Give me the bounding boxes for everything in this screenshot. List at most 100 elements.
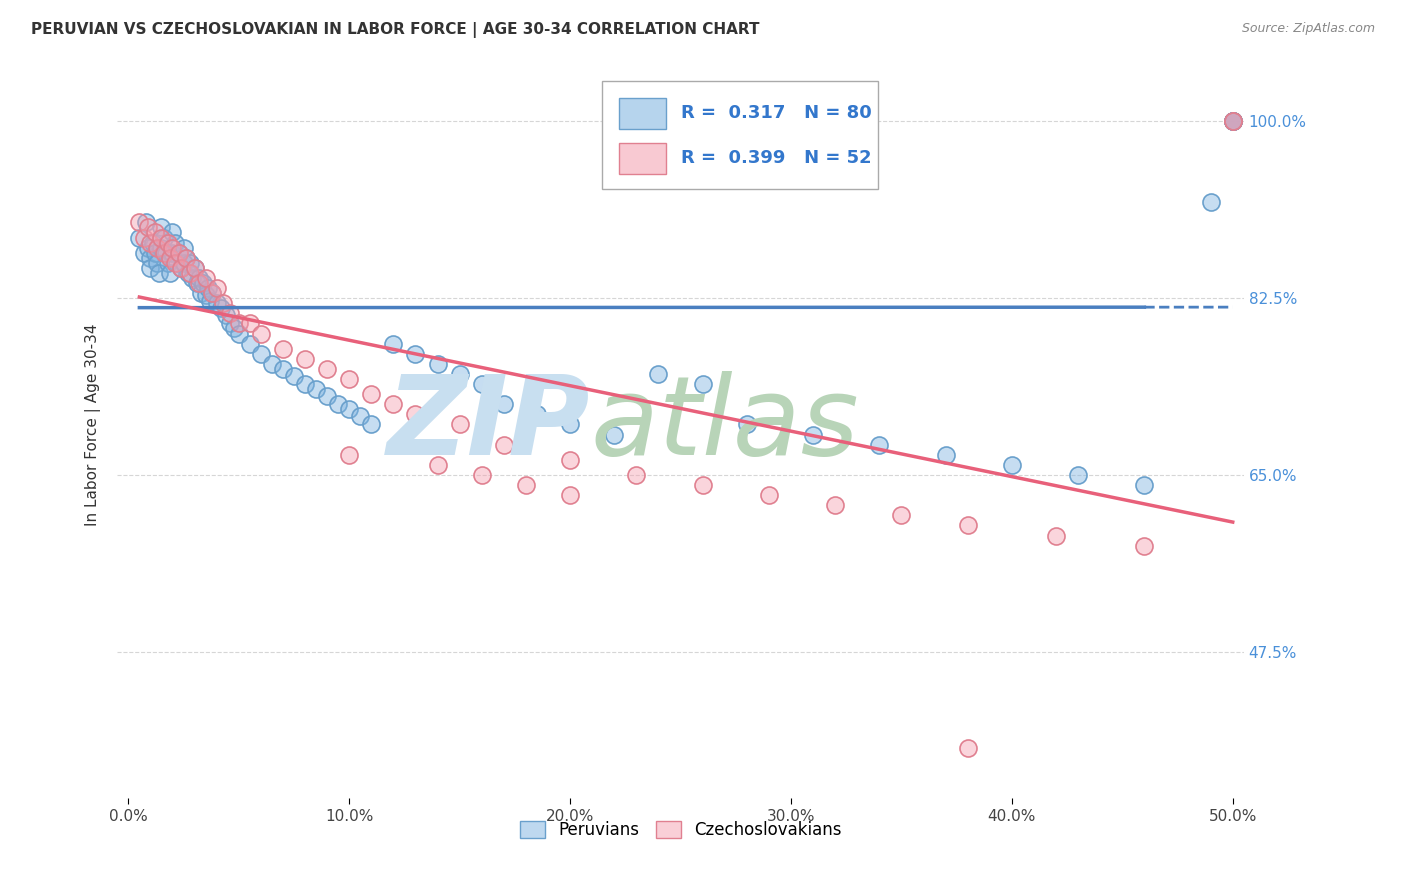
Point xyxy=(250,347,273,361)
Point xyxy=(337,372,360,386)
Point xyxy=(1133,478,1156,492)
Point xyxy=(260,357,283,371)
Point xyxy=(128,215,150,229)
Point xyxy=(162,245,184,260)
Text: ZIP: ZIP xyxy=(387,371,591,478)
Point xyxy=(1222,114,1244,128)
Point xyxy=(214,308,236,322)
Point xyxy=(174,251,197,265)
Point xyxy=(492,437,515,451)
Point xyxy=(157,235,180,250)
Point xyxy=(1199,195,1222,210)
Point xyxy=(271,342,294,356)
Point xyxy=(239,317,262,331)
Point xyxy=(558,488,581,502)
Point xyxy=(201,286,224,301)
Point xyxy=(170,260,193,275)
Point xyxy=(758,488,780,502)
Point xyxy=(692,377,714,392)
Point xyxy=(426,357,449,371)
Point xyxy=(163,256,186,270)
Point xyxy=(143,226,166,240)
Point xyxy=(128,230,150,244)
Point xyxy=(159,251,181,265)
Point xyxy=(360,417,382,432)
Point xyxy=(305,382,328,396)
Point xyxy=(316,389,339,403)
Point xyxy=(1222,114,1244,128)
Point xyxy=(136,241,159,255)
Point xyxy=(956,740,979,755)
Point xyxy=(190,286,212,301)
Point xyxy=(139,260,162,275)
Point xyxy=(382,336,405,351)
Point xyxy=(558,417,581,432)
Point xyxy=(163,235,186,250)
Point xyxy=(1222,114,1244,128)
Text: R =  0.399   N = 52: R = 0.399 N = 52 xyxy=(681,149,872,168)
Point xyxy=(337,448,360,462)
Point xyxy=(404,347,426,361)
Point xyxy=(1222,114,1244,128)
Point xyxy=(492,397,515,411)
Point xyxy=(271,362,294,376)
Point xyxy=(1001,458,1024,472)
Point xyxy=(139,235,162,250)
Point xyxy=(142,235,165,250)
Point xyxy=(250,326,273,341)
Point xyxy=(219,317,242,331)
Point xyxy=(1045,528,1067,542)
FancyBboxPatch shape xyxy=(619,143,666,174)
Point xyxy=(157,256,180,270)
Point xyxy=(283,368,305,383)
Point xyxy=(471,467,494,482)
Text: atlas: atlas xyxy=(591,371,859,478)
Point xyxy=(824,498,846,512)
Point xyxy=(692,478,714,492)
Point xyxy=(449,367,471,381)
Point xyxy=(956,518,979,533)
Point xyxy=(316,362,339,376)
Point xyxy=(132,245,155,260)
Point xyxy=(183,260,205,275)
Legend: Peruvians, Czechoslovakians: Peruvians, Czechoslovakians xyxy=(513,814,848,846)
Point xyxy=(146,241,169,255)
Point xyxy=(177,266,200,280)
Point xyxy=(890,508,912,523)
Point xyxy=(294,377,316,392)
FancyBboxPatch shape xyxy=(619,98,666,129)
Point xyxy=(205,296,228,310)
Point xyxy=(360,387,382,401)
Point xyxy=(801,427,824,442)
Point xyxy=(382,397,405,411)
Point xyxy=(209,301,232,316)
Point xyxy=(152,230,174,244)
Point xyxy=(136,220,159,235)
Point xyxy=(181,271,204,285)
Y-axis label: In Labor Force | Age 30-34: In Labor Force | Age 30-34 xyxy=(86,323,101,525)
Point xyxy=(626,467,648,482)
Point xyxy=(193,276,215,290)
Point xyxy=(179,266,201,280)
Point xyxy=(179,256,201,270)
Point xyxy=(159,266,181,280)
Point xyxy=(150,241,173,255)
Point xyxy=(173,241,195,255)
Point xyxy=(1222,114,1244,128)
Point xyxy=(135,215,157,229)
Point xyxy=(228,326,250,341)
Point xyxy=(239,336,262,351)
Point xyxy=(404,407,426,421)
Point xyxy=(186,276,208,290)
Text: R =  0.317   N = 80: R = 0.317 N = 80 xyxy=(681,104,872,122)
Point xyxy=(471,377,494,392)
Point xyxy=(1222,114,1244,128)
Point xyxy=(1222,114,1244,128)
Point xyxy=(173,256,195,270)
Point xyxy=(647,367,669,381)
Point xyxy=(194,271,217,285)
Point xyxy=(146,256,169,270)
Point xyxy=(1067,467,1090,482)
Point xyxy=(188,276,211,290)
Point xyxy=(162,241,184,255)
